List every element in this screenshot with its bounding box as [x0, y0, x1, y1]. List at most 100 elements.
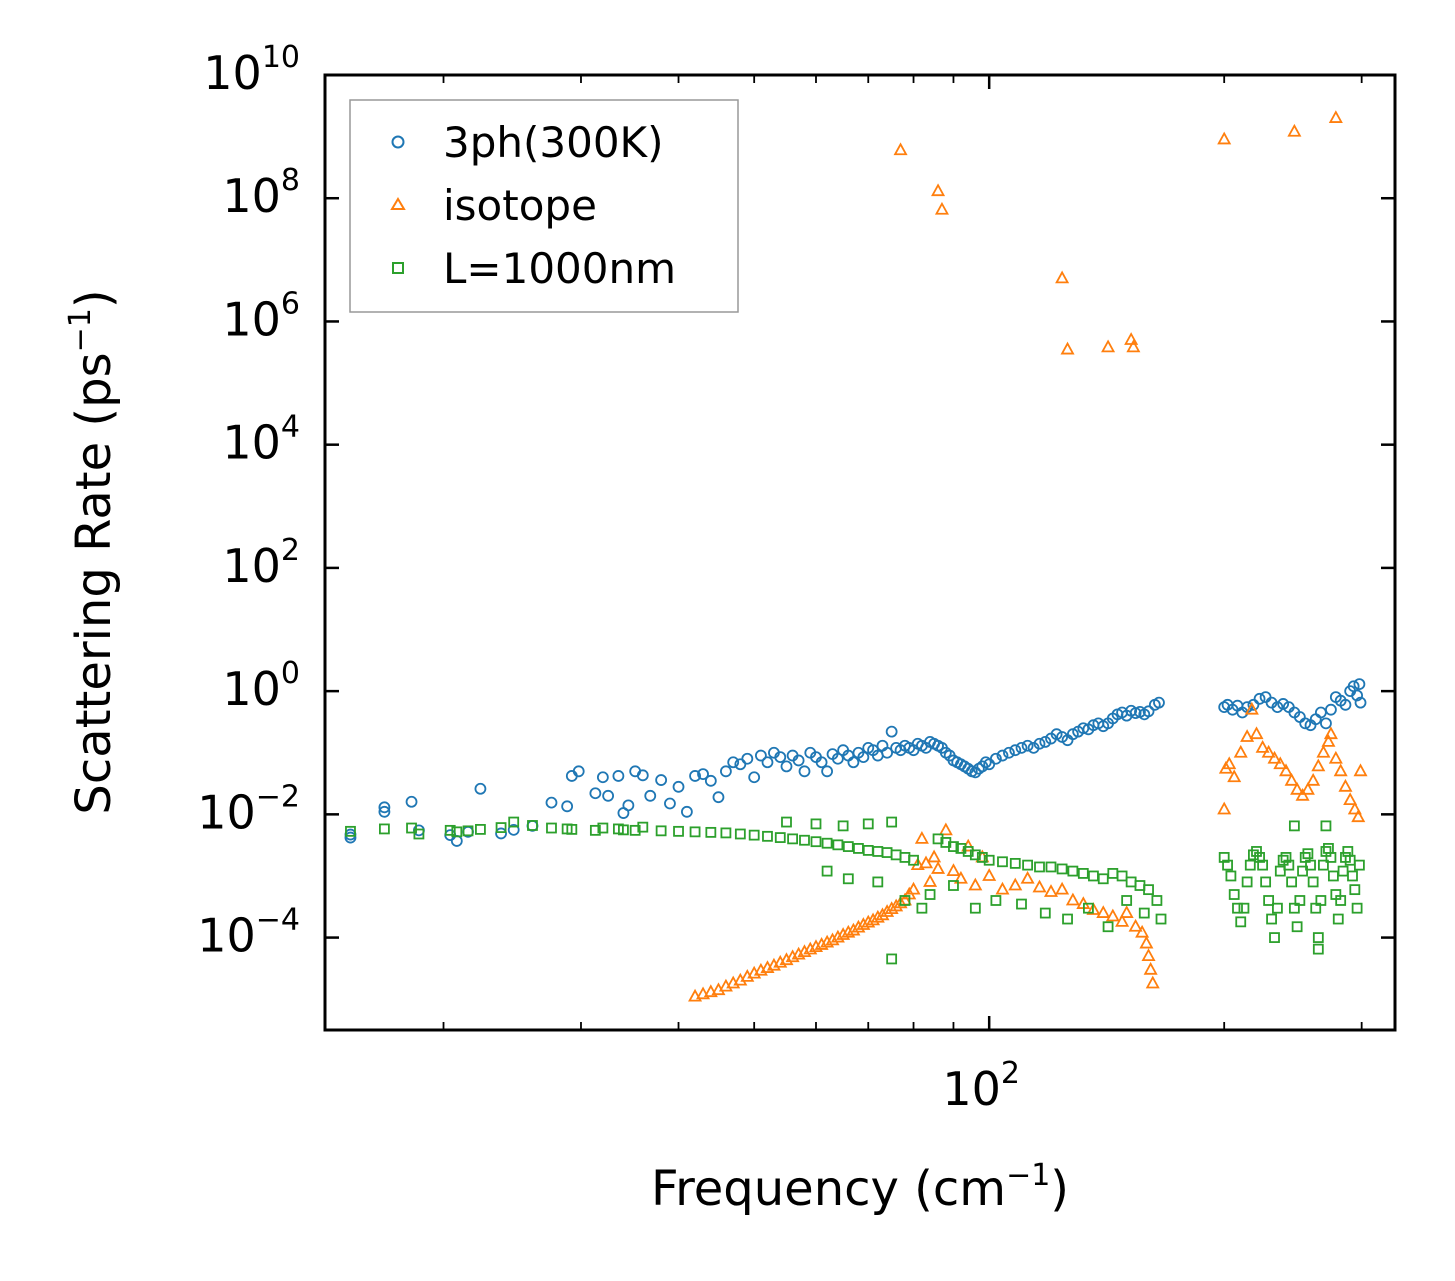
data-point: [916, 902, 928, 914]
data-point: [597, 822, 609, 834]
data-point: [890, 849, 902, 861]
data-point: [1138, 907, 1150, 919]
data-point: [1065, 892, 1080, 906]
data-point: [853, 843, 864, 854]
data-point: [1351, 689, 1364, 702]
data-point: [787, 833, 799, 845]
data-point: [572, 765, 585, 778]
plot-frame: [323, 73, 1397, 1032]
data-point: [875, 907, 890, 921]
data-point: [1119, 905, 1134, 918]
data-point: [924, 889, 936, 900]
data-point: [983, 758, 996, 771]
data-point: [969, 849, 981, 861]
data-point: [803, 941, 818, 955]
data-point: [968, 877, 983, 891]
data-point: [727, 756, 740, 769]
data-point: [1235, 916, 1247, 928]
legend-label-isotope: isotope: [443, 181, 597, 230]
data-point: [948, 880, 959, 891]
y-tick-label: 1010: [203, 40, 300, 100]
data-point: [774, 751, 787, 763]
data-point: [655, 774, 668, 786]
data-point: [1102, 921, 1114, 933]
data-point: [810, 836, 822, 848]
data-point: [378, 801, 391, 814]
data-point: [1351, 902, 1363, 914]
data-point: [847, 756, 860, 769]
data-point: [629, 824, 641, 836]
data-point: [861, 914, 876, 928]
data-point: [495, 827, 507, 840]
data-point: [546, 822, 557, 834]
data-point: [1222, 859, 1233, 871]
data-point: [1328, 110, 1343, 123]
data-point: [1009, 857, 1021, 869]
data-point: [1121, 895, 1133, 906]
data-point: [1288, 902, 1300, 914]
data-point: [1043, 884, 1059, 897]
data-point: [1135, 924, 1150, 938]
data-point: [1008, 877, 1023, 891]
data-point: [780, 760, 793, 773]
data-point: [1295, 787, 1310, 801]
data-point: [1244, 701, 1259, 715]
data-point: [872, 876, 884, 888]
data-point: [462, 825, 474, 837]
data-point: [1254, 852, 1265, 863]
data-point: [1312, 932, 1324, 943]
data-point: [1321, 734, 1336, 747]
data-point: [989, 752, 1002, 765]
data-point: [1290, 781, 1305, 795]
data-point: [589, 787, 602, 800]
data-point: [644, 789, 657, 802]
data-point: [612, 770, 625, 782]
data-point: [1273, 756, 1288, 770]
legend-marker-3ph: [391, 135, 405, 149]
y-tick-label: 108: [222, 163, 300, 223]
data-point: [1142, 705, 1155, 718]
data-point: [1267, 750, 1282, 764]
data-point: [589, 824, 601, 836]
data-point: [450, 835, 463, 847]
data-point: [798, 765, 811, 778]
data-point: [1284, 772, 1299, 786]
data-point: [1255, 739, 1270, 753]
data-point: [918, 855, 934, 869]
data-point: [1077, 868, 1089, 879]
data-point: [1351, 809, 1366, 823]
data-point: [997, 856, 1008, 868]
data-point: [696, 986, 711, 1000]
data-point: [1153, 696, 1165, 709]
data-point: [1238, 902, 1250, 914]
data-point: [704, 774, 717, 787]
data-point: [982, 868, 997, 881]
data-point: [1096, 905, 1111, 918]
data-point: [1034, 861, 1045, 873]
data-point: [927, 849, 942, 863]
data-point: [720, 827, 732, 839]
data-point: [962, 846, 974, 857]
data-point: [1016, 898, 1027, 910]
data-point: [1248, 849, 1259, 861]
data-point: [1305, 859, 1316, 871]
data-point: [990, 895, 1002, 906]
data-point: [1225, 870, 1237, 882]
data-point: [1272, 902, 1283, 914]
data-point: [720, 765, 732, 778]
data-point: [1325, 852, 1337, 863]
data-point: [697, 768, 709, 781]
data-point: [1217, 131, 1232, 145]
data-point: [934, 201, 949, 215]
data-point: [932, 833, 944, 845]
data-point: [931, 183, 946, 197]
data-point: [842, 873, 854, 885]
data-point: [680, 805, 693, 818]
data-point: [830, 929, 845, 943]
data-point: [1233, 744, 1248, 758]
axis-ticks: 1010 108 106 104 102 100 10−2 10−4 102: [197, 40, 1395, 1116]
data-point: [872, 846, 884, 857]
data-point: [1277, 698, 1290, 710]
data-point: [622, 799, 635, 812]
